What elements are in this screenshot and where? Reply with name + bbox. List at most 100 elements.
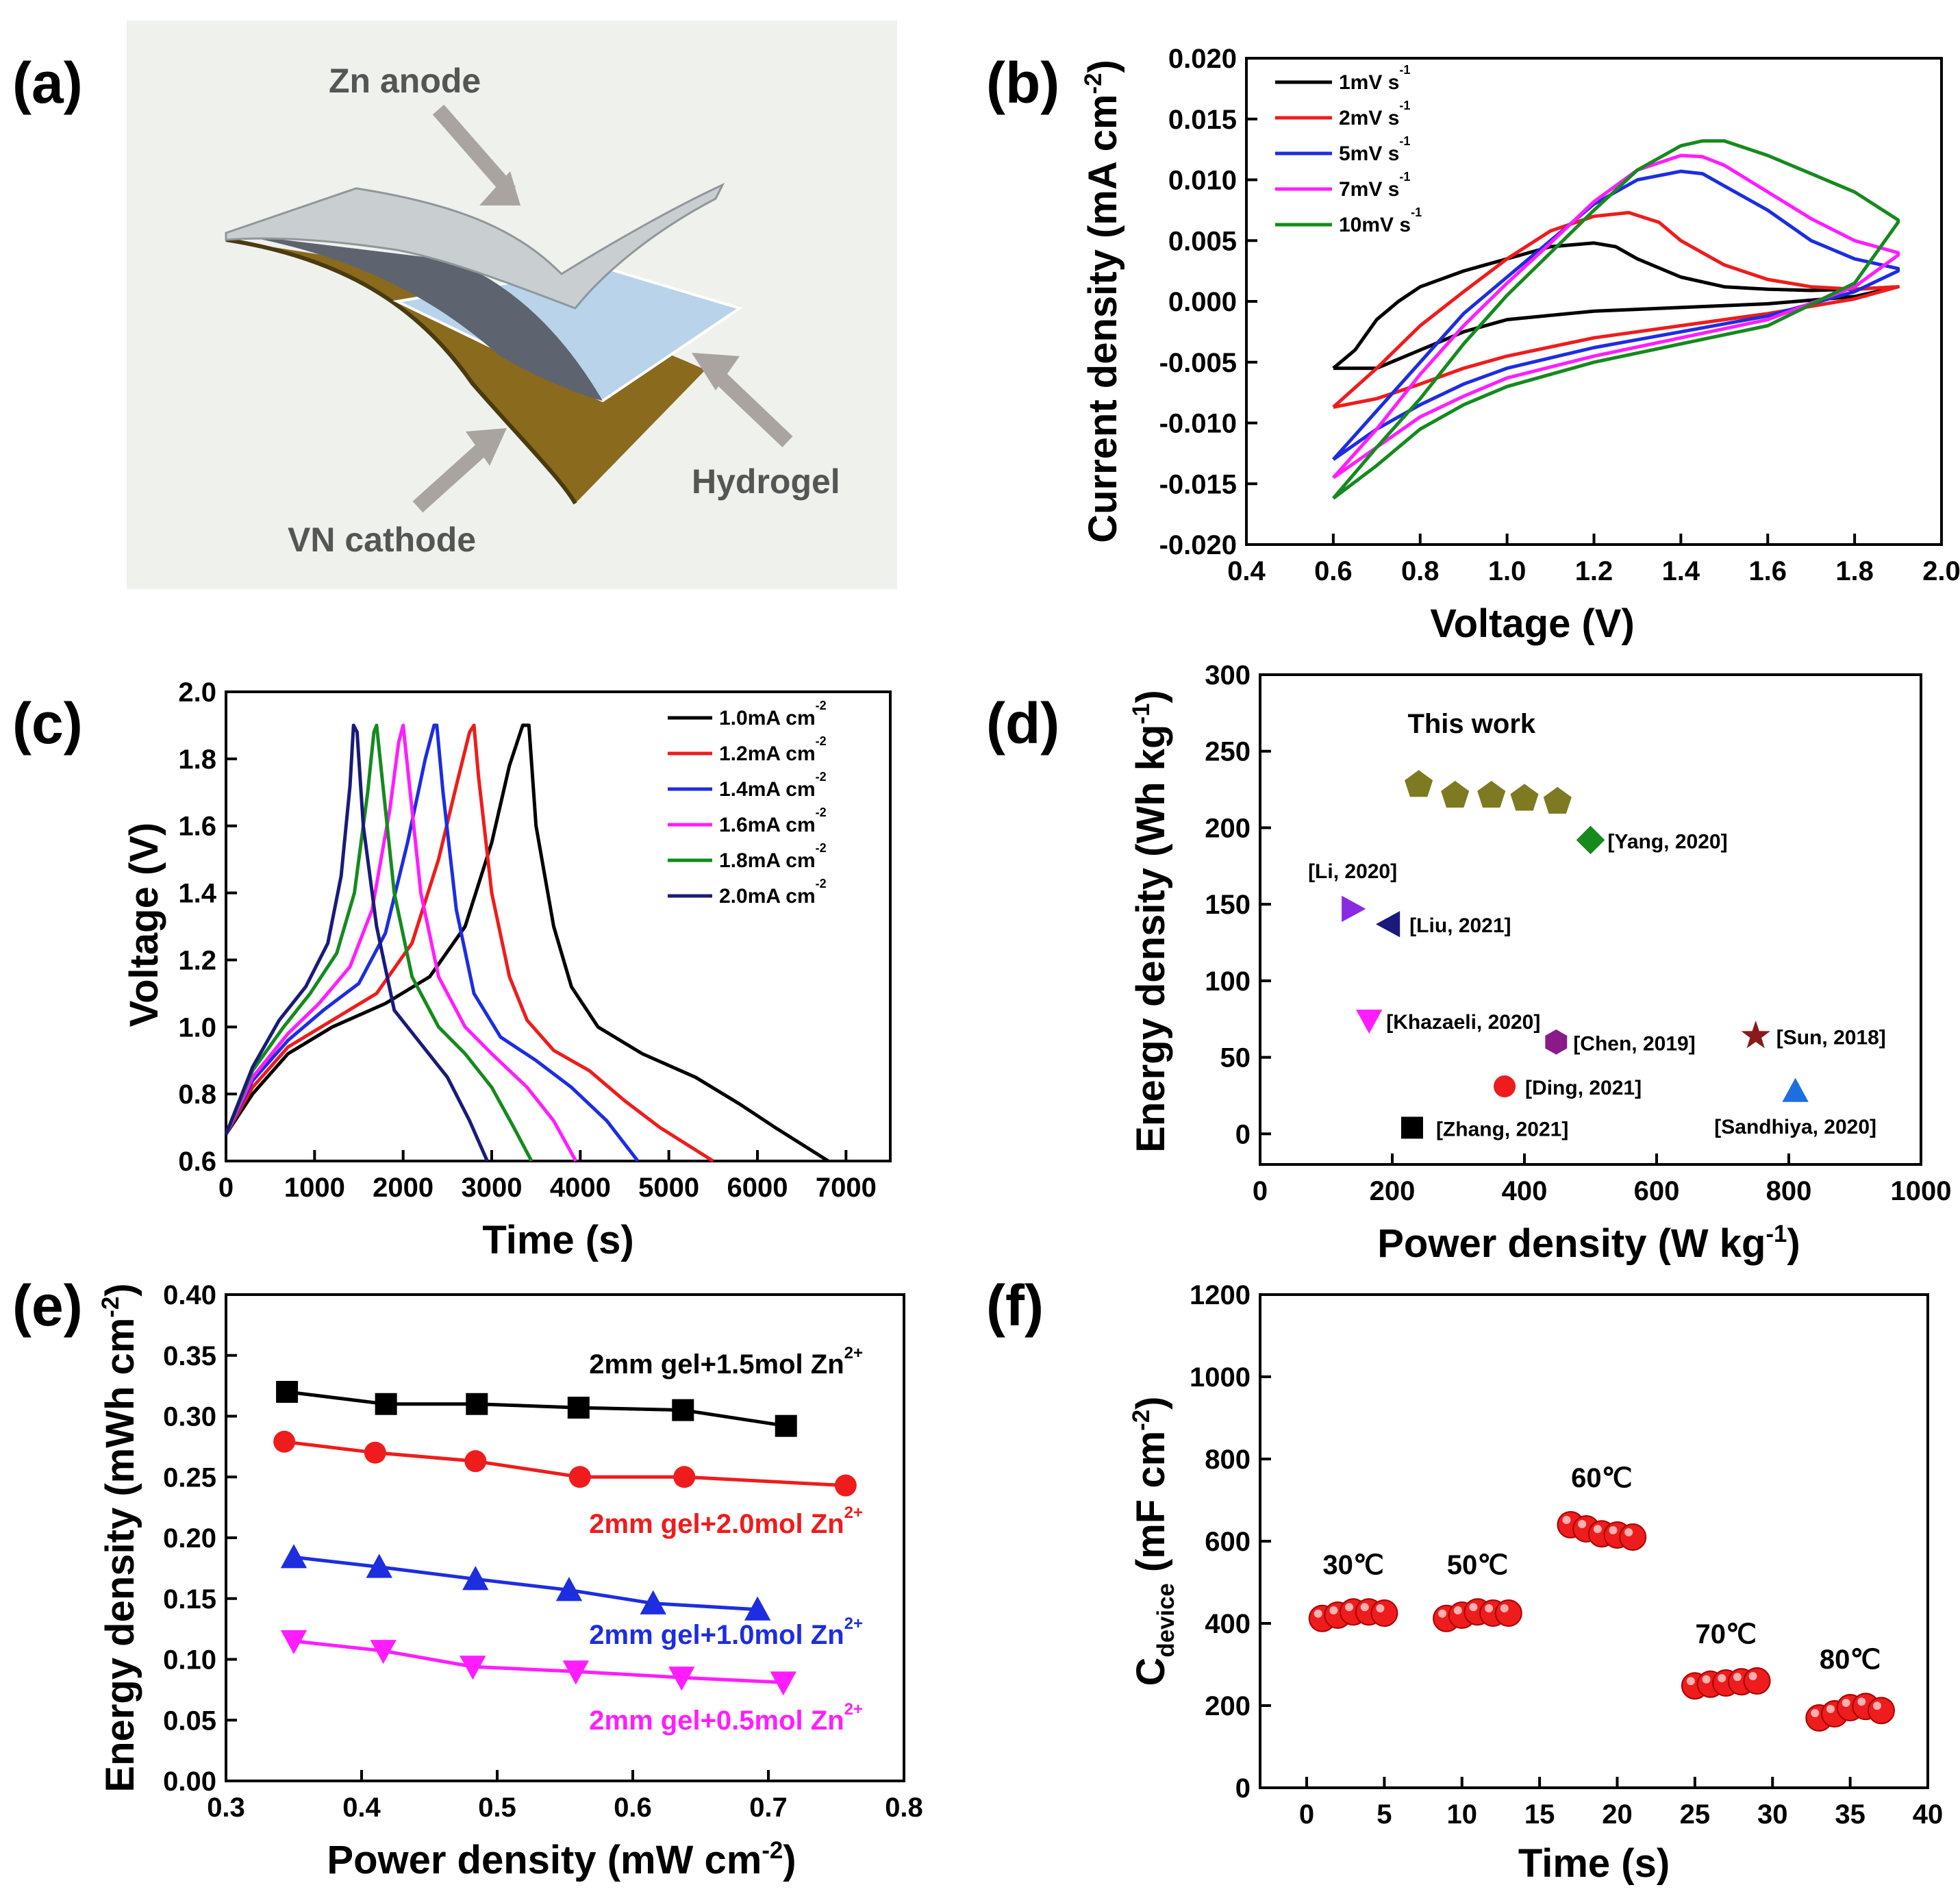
x-tick-label: 0.4 (342, 1793, 381, 1823)
x-axis-title-sup: -1 (1766, 1221, 1787, 1247)
legend-label-4-sup: -1 (1399, 170, 1410, 184)
series-marker-4 (460, 1656, 486, 1680)
series-marker-2 (464, 1450, 487, 1473)
y-tick-label: -0.010 (1159, 409, 1237, 439)
point-highlight (1811, 1709, 1820, 1717)
label-hydrogel: Hydrogel (692, 462, 840, 501)
series-line-1 (224, 723, 829, 1163)
y-tick-label: 400 (1205, 1609, 1251, 1639)
point-label-4: [Khazaeli, 2020] (1386, 1011, 1540, 1034)
y-axis-title-main: Energy density (mWh cm (98, 1318, 142, 1793)
vn-cathode-edge (225, 238, 577, 505)
x-tick-label: 35 (1835, 1799, 1865, 1830)
x-tick-label: 25 (1680, 1799, 1711, 1830)
legend-label-3-main: 5mV s (1339, 142, 1399, 165)
scatter-point-1 (1576, 825, 1605, 855)
legend-label-5-main: 1.8mA cm (719, 849, 816, 872)
series-label-3-sup: 2+ (844, 1614, 863, 1633)
x-tick-label: 0 (1299, 1799, 1314, 1830)
x-tick-label: 0.6 (614, 1793, 652, 1823)
this-work-point (1543, 786, 1572, 814)
y-tick-label: 1.0 (178, 1012, 216, 1043)
y-axis-title-main: Current density (mA cm (1081, 94, 1125, 542)
series-marker-3 (280, 1544, 307, 1569)
legend-label-3-sup: -1 (1399, 134, 1410, 148)
point-highlight (1562, 1516, 1571, 1524)
legend-label-4-main: 1.6mA cm (719, 814, 816, 836)
y-axis-title-end: ) (1081, 60, 1125, 73)
x-tick-label: 600 (1634, 1176, 1680, 1206)
x-tick-label: 5 (1377, 1799, 1392, 1830)
series-label-1-sup: 2+ (844, 1344, 863, 1362)
series-line-6 (224, 723, 489, 1162)
series-marker-1 (775, 1414, 797, 1437)
y-tick-label: 0.8 (178, 1080, 216, 1110)
y-axis-title-sup: -2 (97, 1297, 124, 1318)
point-highlight (1733, 1673, 1742, 1682)
y-tick-label: 200 (1205, 1691, 1251, 1721)
y-tick-label: 800 (1205, 1445, 1251, 1475)
legend-label-1-sup: -1 (1399, 63, 1410, 77)
point-highlight (1469, 1603, 1478, 1612)
x-tick-label: 0.7 (749, 1793, 788, 1823)
legend-label-6-main: 2.0mA cm (719, 885, 816, 908)
x-tick-label: 1.0 (1488, 556, 1526, 586)
y-tick-label: 0.6 (178, 1147, 216, 1177)
panel-e-energy-chart: 0.3 0.4 0.5 0.6 0.7 0.8 0.00 0.05 0.10 0.15 0.20 0.… (97, 1280, 923, 1882)
series-line-2 (284, 1440, 846, 1488)
y-tick-label: 0.20 (163, 1523, 216, 1554)
series-label-3-main: 2mm gel+1.0mol Zn (589, 1620, 844, 1650)
point-highlight (1609, 1526, 1618, 1534)
panel-label-f: (f) (986, 1273, 1044, 1338)
y-tick-label: 0 (1235, 1773, 1251, 1804)
legend-label-5-main: 10mV s (1339, 214, 1411, 236)
panel-label-d: (d) (986, 691, 1059, 756)
x-tick-label: 1000 (1891, 1176, 1952, 1206)
point-label-6: [Sun, 2018] (1776, 1026, 1886, 1049)
x-tick-label: 1.6 (1748, 556, 1787, 586)
legend-label-1: 1mV s-1 (1339, 63, 1410, 94)
series-label-2-sup: 2+ (844, 1504, 863, 1522)
x-tick-label: 4000 (550, 1173, 611, 1203)
series-line-3 (1332, 169, 1900, 461)
legend-label-6-sup: -2 (816, 877, 827, 890)
x-tick-label: 800 (1766, 1176, 1812, 1206)
series-line-5 (224, 723, 533, 1162)
y-tick-label: 150 (1205, 890, 1251, 920)
y-tick-label: 0.015 (1168, 105, 1237, 135)
legend-label-1-main: 1.0mA cm (719, 707, 816, 729)
this-work-point (1477, 780, 1506, 808)
y-tick-label: 0.005 (1168, 226, 1237, 256)
series-marker-4 (370, 1640, 397, 1664)
legend-label-5-sup: -2 (816, 841, 827, 855)
point-label-9: [Zhang, 2021] (1436, 1118, 1568, 1140)
series-marker-2 (568, 1466, 591, 1488)
series-marker-3 (366, 1554, 392, 1578)
scatter-point-3 (1375, 911, 1400, 938)
scatter-point-2 (1342, 895, 1366, 923)
plot-frame (225, 690, 892, 1162)
series-line-2 (224, 723, 714, 1163)
series-marker-1 (567, 1397, 590, 1419)
capacitance-point-1 (1370, 1599, 1398, 1627)
point-highlight (1842, 1699, 1850, 1707)
x-tick-label: 15 (1524, 1799, 1555, 1830)
capacitance-point-2 (1494, 1599, 1522, 1627)
series-marker-3 (462, 1566, 489, 1591)
x-axis-title: Power density (W kg-1) (1377, 1221, 1800, 1266)
series-label-2-main: 2mm gel+2.0mol Zn (589, 1509, 844, 1539)
series-marker-4 (668, 1667, 695, 1691)
panel-c-gcd-chart: 0 1000 2000 3000 4000 5000 6000 7000 0.6 0.8 1.0 1.… (122, 677, 892, 1262)
series-marker-1 (375, 1393, 397, 1415)
point-highlight (1624, 1528, 1633, 1536)
x-tick-label: 2000 (373, 1173, 434, 1203)
y-tick-label: 2.0 (178, 677, 216, 708)
group-label-2: 50℃ (1447, 1550, 1508, 1580)
legend-label-4: 7mV s-1 (1339, 170, 1410, 201)
y-tick-label: 0.020 (1168, 44, 1237, 74)
legend-label-5: 10mV s-1 (1339, 205, 1422, 236)
legend-label-4: 1.6mA cm-2 (719, 806, 827, 836)
y-tick-label: 1200 (1190, 1280, 1251, 1310)
point-highlight (1593, 1525, 1602, 1534)
x-tick-label: 20 (1602, 1799, 1633, 1830)
